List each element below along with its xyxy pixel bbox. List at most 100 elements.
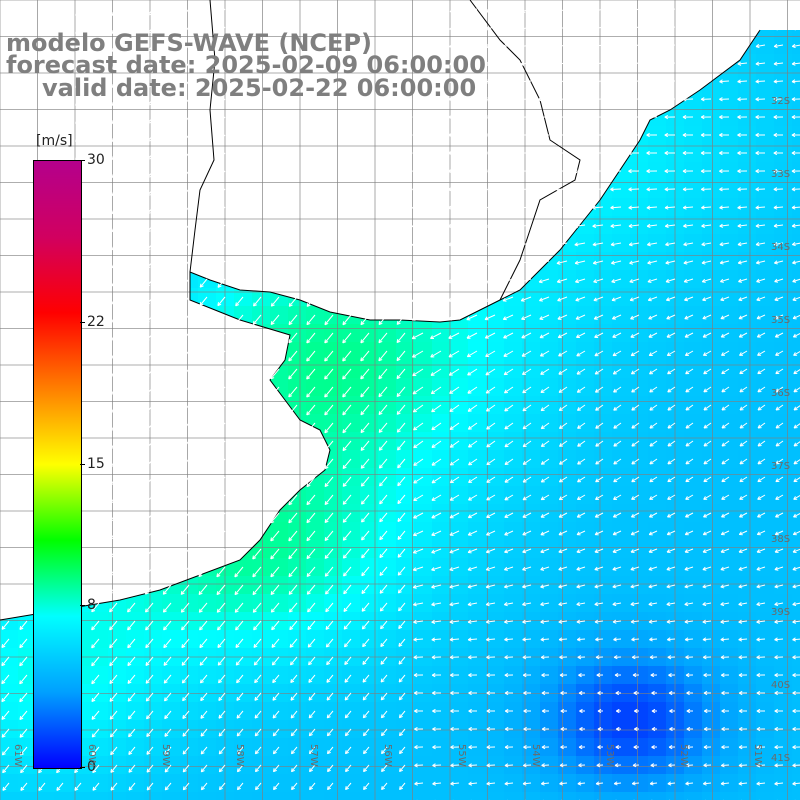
wind-cell [594, 630, 613, 649]
wind-cell [756, 486, 775, 505]
wind-cell [540, 288, 559, 307]
wind-arrow-head [164, 210, 167, 215]
wind-arrow-head [128, 300, 130, 305]
wind-cell [630, 576, 649, 595]
wind-arrow-head [272, 211, 274, 215]
wind-arrow [449, 8, 460, 13]
wind-cell [612, 306, 631, 325]
wind-cell [432, 324, 451, 343]
wind-arrow-head [146, 301, 148, 305]
wind-cell [756, 630, 775, 649]
wind-arrow-head [128, 373, 130, 377]
wind-cell [756, 720, 775, 739]
wind-cell [720, 576, 739, 595]
wind-arrow-head [361, 229, 364, 234]
wind-arrow [21, 8, 28, 16]
wind-cell [576, 306, 595, 325]
wind-arrow-head [326, 175, 328, 179]
wind-cell [432, 630, 451, 649]
wind-cell [594, 504, 613, 523]
wind-arrow-head [147, 120, 149, 124]
wind-cell [756, 54, 775, 73]
wind-cell [576, 558, 595, 577]
wind-cell [540, 432, 559, 451]
wind-cell [522, 396, 541, 415]
wind-cell [720, 216, 739, 235]
wind-cell [792, 792, 800, 800]
wind-cell [720, 324, 739, 343]
wind-cell [594, 522, 613, 541]
wind-cell [702, 576, 721, 595]
wind-cell [738, 558, 757, 577]
wind-arrow-head [308, 156, 311, 161]
wind-arrow [309, 8, 316, 17]
wind-cell [702, 216, 721, 235]
wind-arrow-head [146, 283, 148, 287]
wind-cell [756, 540, 775, 559]
wind-cell [720, 486, 739, 505]
wind-arrow-head [217, 265, 220, 270]
wind-cell [414, 666, 433, 685]
wind-arrow-head [111, 12, 113, 16]
wind-arrow [39, 8, 46, 16]
wind-cell [648, 306, 667, 325]
wind-arrow-head [342, 284, 345, 289]
wind-arrow-head [342, 321, 345, 325]
wind-cell [648, 126, 667, 145]
wind-cell [684, 270, 703, 289]
wind-arrow-head [129, 30, 131, 34]
wind-arrow-head [39, 12, 41, 16]
wind-cell [702, 198, 721, 217]
wind-cell [504, 594, 523, 613]
wind-cell [414, 324, 433, 343]
wind-arrow-head [271, 229, 274, 234]
wind-arrow-head [308, 102, 311, 107]
wind-cell [630, 702, 649, 721]
wind-arrow-head [306, 393, 308, 398]
wind-arrow-head [254, 138, 257, 143]
wind-arrow-head [792, 8, 796, 12]
wind-arrow-head [163, 301, 166, 306]
wind-arrow [183, 8, 190, 16]
wind-cell [774, 432, 793, 451]
wind-cell [450, 468, 469, 487]
wind-arrow-head [288, 375, 290, 380]
wind-arrow-head [110, 246, 113, 251]
wind-cell [648, 342, 667, 361]
wind-arrow-head [93, 138, 95, 142]
wind-cell [486, 774, 505, 793]
wind-cell [684, 144, 703, 163]
wind-cell [630, 198, 649, 217]
wind-arrow-head [360, 284, 363, 289]
wind-cell [612, 558, 631, 577]
wind-arrow-head [110, 300, 113, 305]
wind-cell [504, 630, 523, 649]
wind-cell [612, 342, 631, 361]
wind-cell [486, 576, 505, 595]
wind-arrow-head [128, 228, 131, 233]
wind-arrow-head [128, 156, 131, 160]
wind-cell [738, 378, 757, 397]
wind-cell [540, 486, 559, 505]
wind-cell [576, 396, 595, 415]
wind-arrow [147, 8, 154, 16]
wind-cell [576, 468, 595, 487]
wind-arrow-head [252, 338, 255, 343]
wind-arrow [738, 8, 748, 12]
wind-arrow-head [110, 192, 113, 196]
wind-cell [468, 774, 487, 793]
wind-cell [522, 738, 541, 757]
wind-cell [738, 576, 757, 595]
wind-arrow-head [75, 120, 77, 124]
wind-cell [630, 468, 649, 487]
wind-arrow-head [147, 12, 149, 16]
wind-cell [414, 432, 433, 451]
wind-arrow-head [182, 102, 185, 106]
wind-cell [738, 306, 757, 325]
wind-arrow-head [756, 8, 760, 12]
wind-cell [684, 108, 703, 127]
wind-arrow-head [362, 175, 364, 179]
wind-arrow-head [39, 120, 41, 124]
wind-arrow-head [235, 265, 238, 270]
wind-arrow-head [254, 174, 257, 179]
